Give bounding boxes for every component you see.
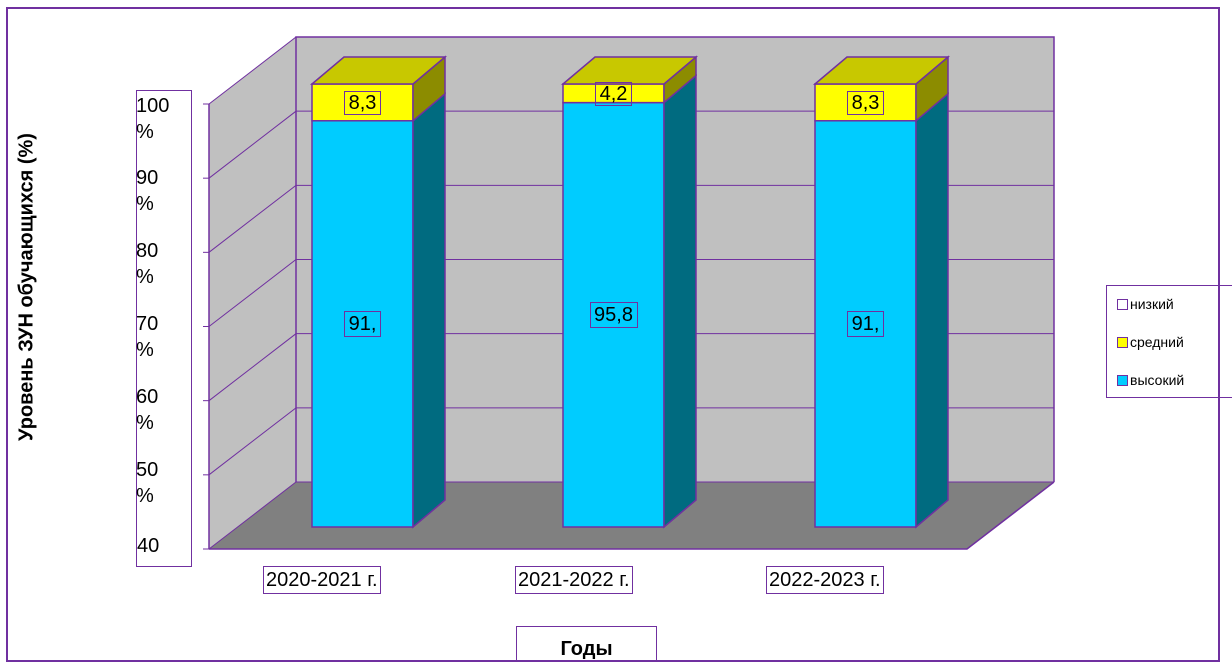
legend-label: низкий xyxy=(1130,296,1174,312)
legend-swatch xyxy=(1117,336,1128,348)
bar-side xyxy=(412,92,446,529)
legend-item: низкий xyxy=(1117,296,1174,312)
legend-label: средний xyxy=(1130,334,1184,350)
y-tick-label: 80% xyxy=(136,240,159,288)
data-label: 91, xyxy=(344,310,381,337)
legend-swatch xyxy=(1117,298,1128,310)
y-tick-label: 50% xyxy=(136,459,159,507)
bar-segment xyxy=(562,101,665,528)
y-tick-box xyxy=(136,90,192,567)
legend-item: высокий xyxy=(1117,372,1184,388)
bar-top xyxy=(812,56,951,85)
y-tick-label: 90% xyxy=(136,167,159,215)
floor-front-edge xyxy=(209,481,1055,550)
back-wall-outline xyxy=(295,36,1055,482)
data-label: 95,8 xyxy=(589,301,638,328)
bars xyxy=(309,55,951,529)
x-tick-label: 2022-2023 г. xyxy=(766,566,884,594)
data-label: 91, xyxy=(847,310,884,337)
y-tick-label: 60% xyxy=(136,386,159,434)
x-tick-label: 2020-2021 г. xyxy=(263,566,381,594)
bar-segment xyxy=(311,120,414,528)
y-axis-title: Уровень ЗУН обучающихся (%) xyxy=(15,133,38,441)
x-tick-label: 2021-2022 г. xyxy=(515,566,633,594)
legend-label: высокий xyxy=(1130,372,1185,388)
bar-top xyxy=(560,56,699,85)
y-tick-label: 100% xyxy=(136,95,170,143)
data-label: 8,3 xyxy=(344,91,381,116)
y-tick-label: 40 xyxy=(137,535,160,557)
bar-top xyxy=(309,56,448,85)
x-axis-title: Годы xyxy=(516,626,657,661)
legend-item: средний xyxy=(1117,334,1184,350)
legend: низкий средний высокий xyxy=(1106,285,1232,398)
bar-segment xyxy=(814,83,917,122)
legend-swatch xyxy=(1117,374,1128,386)
data-label: 4,2 xyxy=(595,82,632,107)
bar-side xyxy=(915,92,949,529)
data-label: 8,3 xyxy=(847,91,884,116)
y-tick-label: 70% xyxy=(136,313,159,361)
bar-side xyxy=(663,73,697,529)
bar-segment xyxy=(814,120,917,528)
